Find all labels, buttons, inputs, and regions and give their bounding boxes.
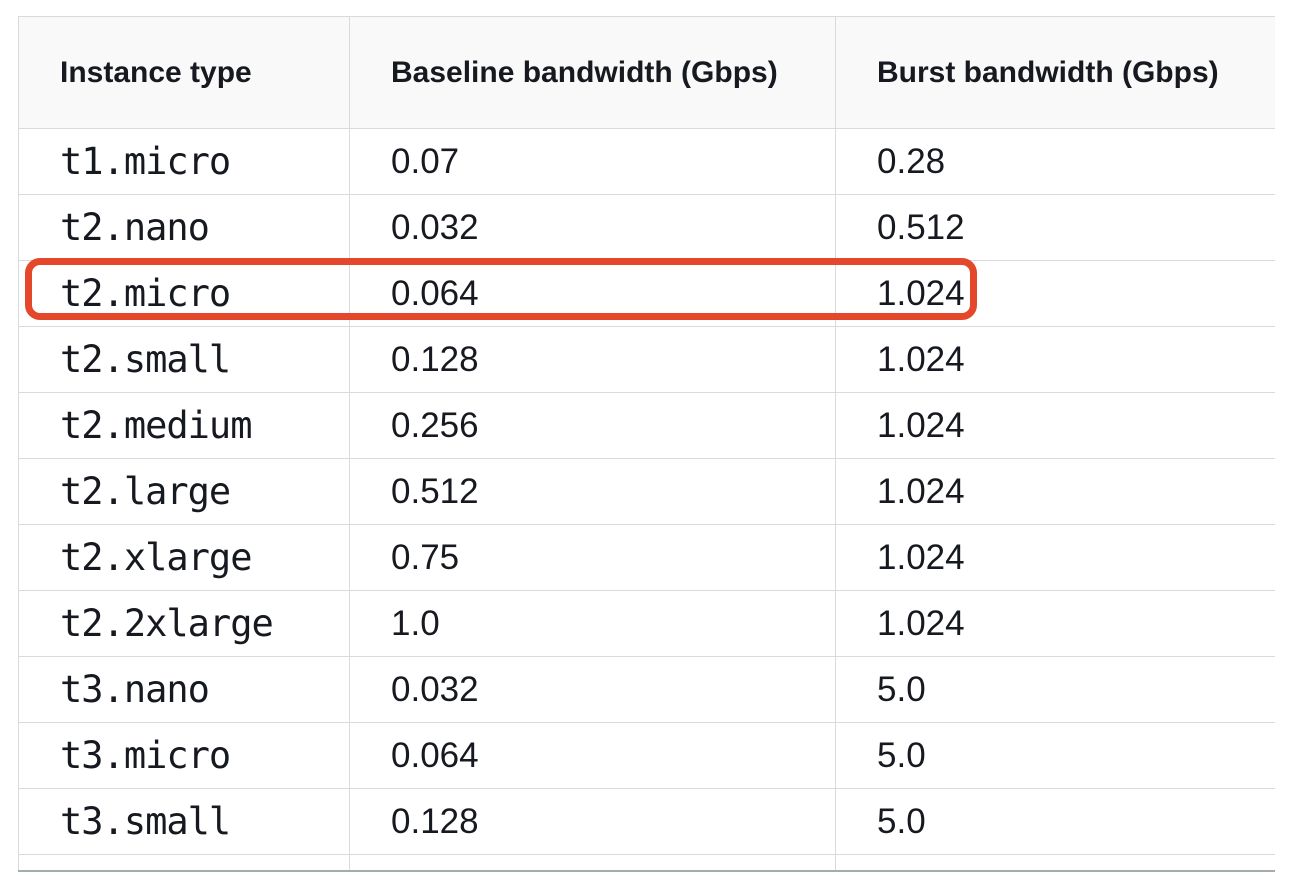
header-row: Instance type Baseline bandwidth (Gbps) … (18, 16, 1275, 129)
baseline-bandwidth-cell: 0.128 (349, 788, 836, 855)
column-header-burst-bandwidth: Burst bandwidth (Gbps) (835, 16, 1275, 129)
instance-type-cell: t2.medium (18, 392, 350, 459)
table-row: t2.medium 0.256 1.024 (18, 392, 1275, 459)
instance-type-cell: t1.micro (18, 128, 350, 195)
burst-bandwidth-cell: 1.024 (835, 524, 1275, 591)
burst-bandwidth-cell: 5.0 (835, 656, 1275, 723)
burst-bandwidth-cell: 0.512 (835, 194, 1275, 261)
table-row: t2.large 0.512 1.024 (18, 458, 1275, 525)
instance-type-cell: t2.xlarge (18, 524, 350, 591)
table-row: t2.2xlarge 1.0 1.024 (18, 590, 1275, 657)
burst-bandwidth-cell: 0.28 (835, 128, 1275, 195)
burst-bandwidth-cell: 1.024 (835, 392, 1275, 459)
burst-bandwidth-cell: 1.024 (835, 260, 1275, 327)
table-row-highlighted: t2.micro 0.064 1.024 (18, 260, 1275, 327)
baseline-bandwidth-cell: 0.07 (349, 128, 836, 195)
instance-type-cell: t2.large (18, 458, 350, 525)
burst-bandwidth-cell: 1.024 (835, 458, 1275, 525)
column-header-baseline-bandwidth: Baseline bandwidth (Gbps) (349, 16, 836, 129)
bandwidth-table: Instance type Baseline bandwidth (Gbps) … (18, 16, 1275, 872)
empty-cell (18, 854, 350, 870)
instance-type-cell: t3.micro (18, 722, 350, 789)
baseline-bandwidth-cell: 0.256 (349, 392, 836, 459)
table-row: t1.micro 0.07 0.28 (18, 128, 1275, 195)
column-header-instance-type: Instance type (18, 16, 350, 129)
instance-bandwidth-table: Instance type Baseline bandwidth (Gbps) … (18, 16, 1275, 870)
table-row: t3.small 0.128 5.0 (18, 788, 1275, 855)
table-row: t2.nano 0.032 0.512 (18, 194, 1275, 261)
baseline-bandwidth-cell: 0.064 (349, 722, 836, 789)
baseline-bandwidth-cell: 0.064 (349, 260, 836, 327)
partial-row (18, 854, 1275, 870)
table-row: t2.small 0.128 1.024 (18, 326, 1275, 393)
baseline-bandwidth-cell: 0.128 (349, 326, 836, 393)
instance-type-cell: t2.micro (18, 260, 350, 327)
table-row: t3.micro 0.064 5.0 (18, 722, 1275, 789)
baseline-bandwidth-cell: 1.0 (349, 590, 836, 657)
instance-type-cell: t2.small (18, 326, 350, 393)
baseline-bandwidth-cell: 0.032 (349, 194, 836, 261)
instance-type-cell: t2.nano (18, 194, 350, 261)
table-row: t3.nano 0.032 5.0 (18, 656, 1275, 723)
baseline-bandwidth-cell: 0.512 (349, 458, 836, 525)
burst-bandwidth-cell: 5.0 (835, 788, 1275, 855)
baseline-bandwidth-cell: 0.032 (349, 656, 836, 723)
empty-cell (349, 854, 836, 870)
instance-type-cell: t3.small (18, 788, 350, 855)
burst-bandwidth-cell: 1.024 (835, 590, 1275, 657)
table-row: t2.xlarge 0.75 1.024 (18, 524, 1275, 591)
burst-bandwidth-cell: 5.0 (835, 722, 1275, 789)
instance-type-cell: t2.2xlarge (18, 590, 350, 657)
baseline-bandwidth-cell: 0.75 (349, 524, 836, 591)
burst-bandwidth-cell: 1.024 (835, 326, 1275, 393)
instance-type-cell: t3.nano (18, 656, 350, 723)
empty-cell (835, 854, 1275, 870)
